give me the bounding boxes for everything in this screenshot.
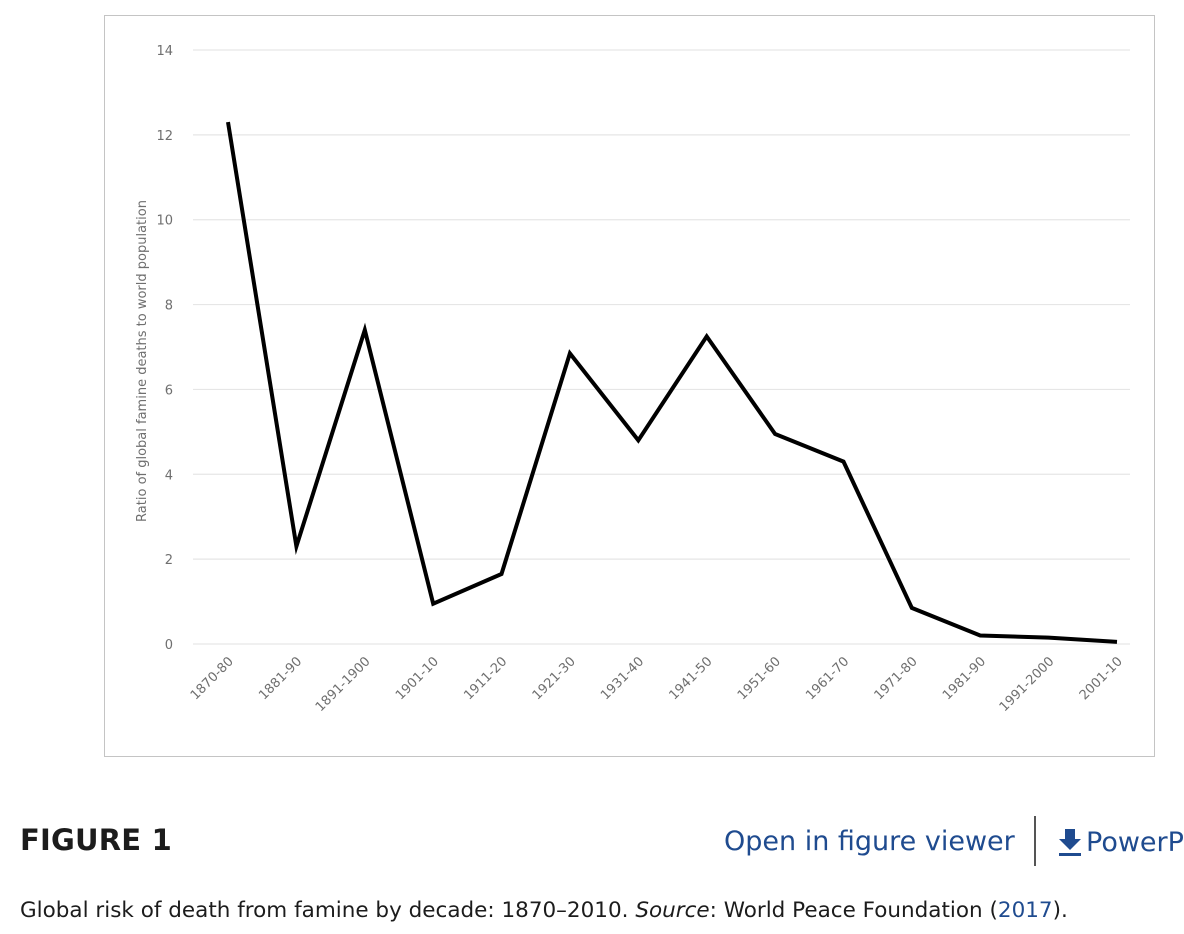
- series-line: [226, 121, 1118, 644]
- x-tick-label: 2001-10: [1077, 654, 1126, 703]
- x-tick-label: 1870-80: [188, 654, 237, 703]
- figure-image-frame: 0 2 4 6 8 10 12 14 Ratio of global famine death…: [104, 15, 1155, 757]
- x-tick-label: 1921-30: [530, 654, 579, 703]
- y-tick-label: 8: [165, 299, 173, 314]
- figure-caption: Global risk of death from famine by deca…: [20, 898, 1068, 923]
- powerpoint-download-link[interactable]: PowerP: [1056, 826, 1184, 858]
- x-tick-label: 1901-10: [393, 654, 442, 703]
- x-tick-label: 1881-90: [256, 654, 305, 703]
- series-lines: [226, 121, 1118, 644]
- open-figure-viewer-link[interactable]: Open in figure viewer: [724, 826, 1015, 857]
- x-tick-label: 1971-80: [872, 654, 921, 703]
- x-axis-ticks: 1870-80 1881-90 1891-1900 1901-10 1911-20 192…: [188, 654, 1126, 715]
- x-tick-label: 1941-50: [666, 654, 715, 703]
- y-tick-label: 10: [156, 214, 173, 229]
- x-tick-label: 1891-1900: [313, 654, 374, 715]
- caption-end: ).: [1052, 898, 1068, 923]
- figure-number-heading: FIGURE 1: [20, 823, 172, 857]
- reference-link[interactable]: 2017: [997, 898, 1053, 923]
- caption-source-label: Source: [635, 898, 710, 923]
- y-tick-label: 14: [156, 44, 173, 59]
- y-tick-label: 2: [165, 553, 173, 568]
- caption-text: Global risk of death from famine by deca…: [20, 898, 636, 923]
- y-tick-label: 0: [165, 638, 173, 653]
- x-tick-label: 1911-20: [461, 654, 510, 703]
- x-tick-label: 1961-70: [803, 654, 852, 703]
- x-tick-label: 1991-2000: [997, 654, 1058, 715]
- gridlines: [193, 49, 1130, 645]
- y-tick-label: 12: [156, 129, 173, 144]
- y-tick-label: 6: [165, 383, 173, 398]
- y-axis-label: Ratio of global famine deaths to world p…: [135, 200, 150, 522]
- x-tick-label: 1931-40: [598, 654, 647, 703]
- x-tick-label: 1951-60: [735, 654, 784, 703]
- powerpoint-link-label: PowerP: [1086, 826, 1184, 858]
- link-divider: [1034, 816, 1036, 866]
- famine-line-chart: 0 2 4 6 8 10 12 14 Ratio of global famine death…: [135, 44, 1130, 715]
- x-tick-label: 1981-90: [940, 654, 989, 703]
- y-axis-ticks: 0 2 4 6 8 10 12 14: [156, 44, 173, 653]
- caption-source-text: : World Peace Foundation (: [709, 898, 998, 923]
- download-icon: [1059, 829, 1081, 856]
- y-tick-label: 4: [165, 468, 173, 483]
